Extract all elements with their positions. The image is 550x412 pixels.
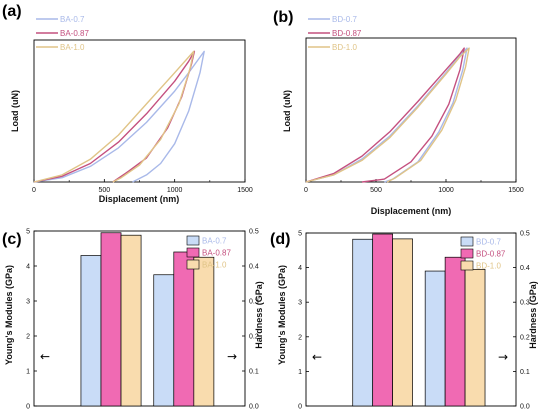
legend-swatch (460, 236, 474, 247)
bar-modulus-bd-07 (352, 238, 374, 407)
x-tick-label: 1500 (508, 187, 524, 194)
bar-hardness-ba-07 (153, 274, 175, 407)
legend-swatch (460, 248, 474, 259)
y-axis-label: Young's Modules (GPa) (277, 265, 287, 365)
y-right-tick-label: 0.1 (520, 369, 530, 376)
legend-entry: BD-0.87 (332, 29, 362, 38)
y-tick-label: 5 (26, 229, 30, 236)
y-right-tick-label: 0.5 (520, 231, 530, 238)
bar-hardness-bd-087 (444, 256, 466, 407)
bar-hardness-ba-087 (173, 251, 195, 407)
arrow-left-icon: ← (312, 350, 322, 364)
y-right-tick-label: 0.2 (520, 334, 530, 341)
x-tick-label: 500 (370, 187, 382, 194)
panel-a: (a) 0 500 1000 1500 Displacement (nm) Load (uN… (2, 3, 253, 204)
panel-label: (a) (2, 3, 22, 20)
y-right-axis-label: Hardness (GPa) (528, 281, 538, 349)
y-tick-label: 2 (26, 334, 30, 341)
y-axis-label: Load (uN) (282, 90, 292, 132)
bar-modulus-ba-10 (120, 234, 142, 407)
y-tick-label: 2 (298, 334, 302, 341)
bar-hardness-ba-10 (193, 256, 215, 407)
bar-hardness-bd-10 (464, 268, 486, 407)
legend-swatch (186, 247, 200, 258)
legend-entry: BA-0.7 (202, 237, 227, 246)
y-tick-label: 1 (26, 369, 30, 376)
y-tick-label: 3 (26, 299, 30, 306)
legend-entry: BD-0.87 (476, 250, 506, 259)
arrow-left-icon: ← (40, 350, 50, 364)
y-right-tick-label: 0.0 (249, 404, 259, 411)
arrow-right-icon: → (227, 350, 237, 364)
panel-label: (d) (270, 231, 290, 248)
x-tick-label: 1000 (438, 187, 454, 194)
panel-d: (d) 0 1 2 3 4 5 0.0 0.1 0.2 0.3 0.4 0.5 Young's Modul… (270, 231, 538, 411)
legend-swatch (186, 259, 200, 270)
legend-entry: BA-0.87 (202, 249, 231, 258)
legend-entry: BD-1.0 (476, 262, 501, 271)
y-right-tick-label: 0.2 (249, 334, 259, 341)
legend-entry: BD-0.7 (332, 15, 357, 24)
x-axis-label: Displacement (nm) (99, 194, 180, 204)
y-tick-label: 3 (298, 300, 302, 307)
x-tick-label: 1500 (237, 187, 253, 194)
y-right-tick-label: 0.5 (249, 229, 259, 236)
y-right-tick-label: 0.4 (249, 264, 259, 271)
panel-c: (c) 0 1 2 3 4 5 0.0 0.1 0.2 0.3 0.4 0.5 Young's Modul… (2, 229, 264, 411)
bar-modulus-ba-07 (80, 255, 102, 407)
legend-entry: BD-0.7 (476, 238, 501, 247)
legend-entry: BA-1.0 (60, 43, 85, 52)
y-right-tick-label: 0.1 (249, 369, 259, 376)
y-right-axis-label: Hardness (GPa) (254, 281, 264, 349)
legend-entry: BD-1.0 (332, 43, 357, 52)
bar-modulus-bd-10 (392, 238, 413, 407)
y-axis-label: Young's Modules (GPa) (4, 265, 14, 365)
y-tick-label: 0 (298, 404, 302, 411)
y-tick-label: 1 (298, 369, 302, 376)
x-tick-label: 1000 (167, 187, 183, 194)
series-line-ba-07 (33, 50, 205, 183)
legend-entry: BA-0.87 (60, 29, 89, 38)
y-right-tick-label: 0.0 (520, 404, 530, 411)
series-line-ba-10 (33, 50, 195, 183)
bar-modulus-bd-087 (372, 233, 393, 407)
series-line-bd-10 (305, 47, 470, 183)
legend-entry: BA-0.7 (60, 15, 85, 24)
bar-hardness-bd-07 (424, 270, 446, 407)
legend-swatch (460, 260, 474, 271)
y-right-tick-label: 0.3 (249, 299, 259, 306)
y-axis-label: Load (uN) (10, 90, 20, 132)
panel-label: (b) (273, 9, 293, 26)
x-tick-label: 0 (32, 187, 36, 194)
y-tick-label: 4 (26, 264, 30, 271)
panel-label: (c) (2, 231, 22, 248)
y-right-tick-label: 0.3 (520, 300, 530, 307)
y-right-tick-label: 0.4 (520, 265, 530, 272)
x-tick-label: 0 (304, 187, 308, 194)
x-tick-label: 500 (98, 187, 110, 194)
legend-swatch (186, 235, 200, 246)
y-tick-label: 5 (298, 231, 302, 238)
series-line-bd-087 (305, 47, 465, 183)
legend-entry: BA-1.0 (202, 261, 227, 270)
series-line-ba-087 (33, 50, 196, 183)
y-tick-label: 0 (26, 404, 30, 411)
bar-modulus-ba-087 (100, 232, 122, 407)
arrow-right-icon: → (498, 350, 508, 364)
y-tick-label: 4 (298, 265, 302, 272)
panel-b: (b) 0 500 1000 1500 Displacement (nm) Load (uN… (273, 9, 524, 216)
axes-frame (305, 37, 517, 183)
x-axis-label: Displacement (nm) (371, 206, 452, 216)
